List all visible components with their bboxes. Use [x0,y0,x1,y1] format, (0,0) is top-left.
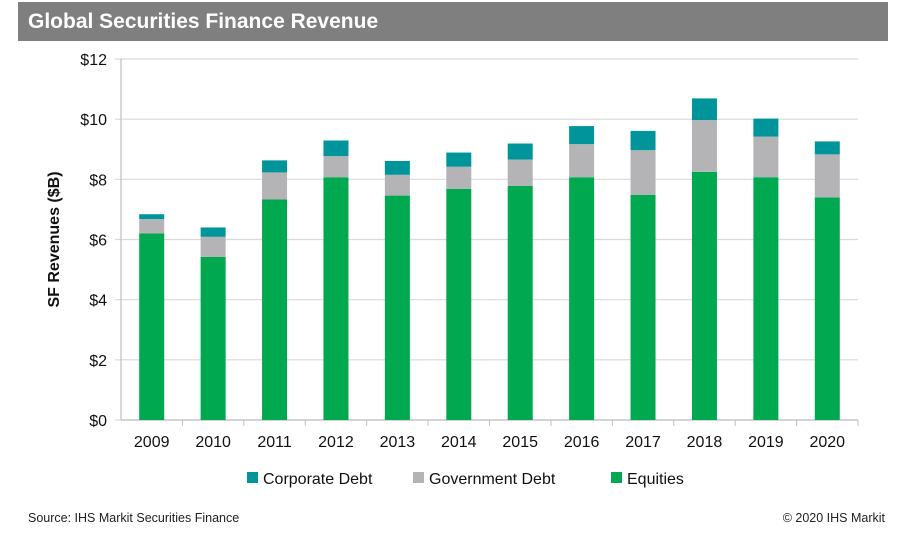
bar-equities-2020 [814,197,840,420]
copyright-note: © 2020 IHS Markit [782,511,885,525]
bar-government-debt-2015 [507,159,533,186]
x-tick-label: 2009 [134,434,170,451]
bar-corporate-debt-2019 [753,118,779,137]
bar-government-debt-2019 [753,136,779,178]
bar-equities-2014 [446,188,472,420]
bar-government-debt-2013 [384,174,410,196]
y-tick-label: $2 [89,353,107,370]
bar-government-debt-2012 [323,156,349,178]
bar-equities-2015 [507,185,533,420]
bar-corporate-debt-2014 [446,152,472,167]
bar-equities-2019 [753,177,779,420]
bar-government-debt-2016 [569,144,595,178]
bar-equities-2009 [139,233,165,420]
bar-equities-2011 [262,199,288,420]
bar-government-debt-2009 [139,219,165,234]
bar-equities-2017 [630,194,656,420]
legend-label: Government Debt [429,471,556,488]
bar-corporate-debt-2018 [691,98,717,121]
bar-corporate-debt-2011 [262,160,288,173]
bar-corporate-debt-2016 [569,126,595,145]
source-note: Source: IHS Markit Securities Finance [28,511,240,525]
bar-government-debt-2011 [262,172,288,200]
bar-corporate-debt-2010 [200,227,226,237]
bar-equities-2013 [384,195,410,420]
chart-title: Global Securities Finance Revenue [28,10,379,33]
legend-label: Corporate Debt [263,471,373,488]
bar-corporate-debt-2013 [384,160,410,175]
x-tick-label: 2015 [502,434,538,451]
legend-swatch-equities [611,472,622,483]
x-tick-label: 2017 [625,434,661,451]
bar-corporate-debt-2009 [139,214,165,220]
y-tick-label: $10 [80,112,107,129]
x-tick-label: 2016 [564,434,600,451]
bar-government-debt-2014 [446,166,472,189]
y-tick-label: $0 [89,413,107,430]
bar-government-debt-2017 [630,150,656,195]
y-tick-label: $12 [80,52,107,69]
x-tick-label: 2013 [380,434,416,451]
x-tick-label: 2020 [809,434,845,451]
bar-equities-2018 [691,171,717,420]
y-tick-label: $6 [89,233,107,250]
x-tick-label: 2019 [748,434,784,451]
legend-label: Equities [627,471,684,488]
bar-government-debt-2018 [691,120,717,172]
x-tick-label: 2014 [441,434,477,451]
legend-swatch-government-debt [413,472,424,483]
bar-government-debt-2010 [200,236,226,257]
y-axis-title: SF Revenues ($B) [46,171,63,307]
bar-equities-2012 [323,177,349,420]
bar-equities-2010 [200,256,226,420]
y-tick-label: $8 [89,172,107,189]
x-tick-label: 2012 [318,434,354,451]
chart-title-bar: Global Securities Finance Revenue [18,2,888,41]
bar-corporate-debt-2015 [507,143,533,160]
bar-government-debt-2020 [814,154,840,198]
bar-corporate-debt-2020 [814,141,840,155]
bar-corporate-debt-2017 [630,130,656,151]
x-tick-label: 2010 [195,434,231,451]
x-tick-label: 2011 [257,434,292,451]
legend-swatch-corporate-debt [247,472,258,483]
bar-equities-2016 [569,177,595,420]
y-tick-label: $4 [89,293,107,310]
x-tick-label: 2018 [687,434,723,451]
bar-corporate-debt-2012 [323,140,349,157]
